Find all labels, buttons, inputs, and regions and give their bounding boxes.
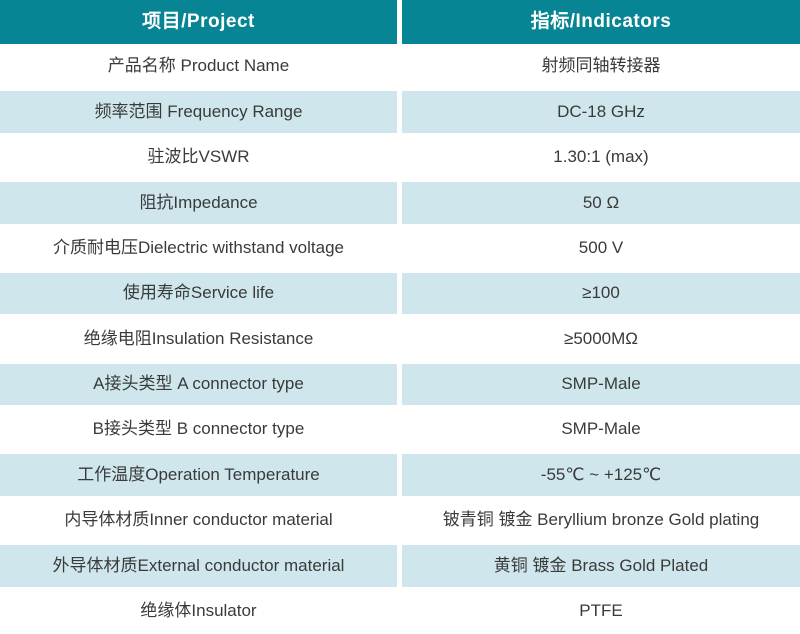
table-row: 使用寿命Service life ≥100	[0, 270, 800, 317]
indicator-cell: ≥5000MΩ	[563, 328, 639, 348]
indicator-cell: 射频同轴转接器	[541, 56, 661, 76]
indicator-cell: SMP-Male	[561, 374, 641, 394]
indicator-cell: DC-18 GHz	[557, 101, 645, 121]
indicator-cell: PTFE	[579, 600, 623, 620]
table-row: 驻波比VSWR 1.30:1 (max)	[0, 134, 800, 181]
indicator-cell: 50 Ω	[582, 192, 620, 212]
table-row: B接头类型 B connector type SMP-Male	[0, 407, 800, 453]
project-cell: 驻波比VSWR	[0, 134, 402, 181]
project-cell: 使用寿命Service life	[0, 272, 402, 315]
table-body: 产品名称 Product Name 射频同轴转接器 频率范围 Frequency…	[0, 44, 800, 634]
project-cell: 阻抗Impedance	[0, 182, 402, 224]
table-row: 绝缘电阻Insulation Resistance ≥5000MΩ	[0, 316, 800, 362]
indicator-cell: 铍青铜 镀金 Beryllium bronze Gold plating	[442, 510, 760, 530]
table-header-row: 项目/Project 指标/Indicators	[0, 0, 800, 44]
header-cell-project: 项目/Project	[0, 0, 402, 44]
project-cell: A接头类型 A connector type	[0, 363, 402, 405]
project-cell: 绝缘体Insulator	[0, 588, 402, 634]
indicator-cell: SMP-Male	[561, 419, 641, 439]
indicator-cell: 1.30:1 (max)	[553, 147, 649, 167]
header-cell-indicators: 指标/Indicators	[530, 10, 672, 32]
project-cell: 外导体材质External conductor material	[0, 545, 402, 587]
indicator-cell: -55℃ ~ +125℃	[540, 464, 662, 484]
indicator-cell: 500 V	[578, 237, 624, 257]
project-cell: B接头类型 B connector type	[0, 407, 402, 453]
table-row: 产品名称 Product Name 射频同轴转接器	[0, 44, 800, 90]
project-cell: 产品名称 Product Name	[0, 44, 402, 90]
table-row: 介质耐电压Dielectric withstand voltage 500 V	[0, 225, 800, 271]
table-row: 工作温度Operation Temperature -55℃ ~ +125℃	[0, 452, 800, 498]
table-row: 阻抗Impedance 50 Ω	[0, 180, 800, 226]
indicator-cell: 黄铜 镀金 Brass Gold Plated	[493, 555, 709, 575]
indicator-cell: ≥100	[582, 283, 620, 303]
table-row: 外导体材质External conductor material 黄铜 镀金 B…	[0, 543, 800, 589]
table-row: A接头类型 A connector type SMP-Male	[0, 361, 800, 407]
table-row: 绝缘体Insulator PTFE	[0, 588, 800, 634]
project-cell: 频率范围 Frequency Range	[0, 91, 402, 133]
project-cell: 绝缘电阻Insulation Resistance	[0, 316, 402, 362]
table-row: 内导体材质Inner conductor material 铍青铜 镀金 Ber…	[0, 497, 800, 544]
project-cell: 内导体材质Inner conductor material	[0, 497, 402, 544]
table-row: 频率范围 Frequency Range DC-18 GHz	[0, 89, 800, 135]
project-cell: 介质耐电压Dielectric withstand voltage	[0, 225, 402, 271]
project-cell: 工作温度Operation Temperature	[0, 454, 402, 496]
